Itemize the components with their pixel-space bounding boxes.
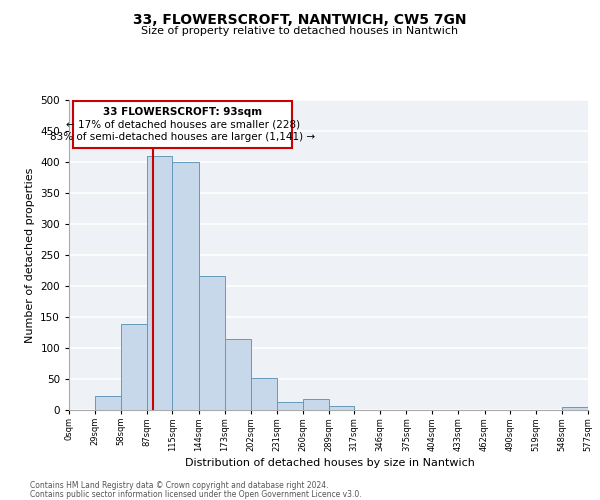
Y-axis label: Number of detached properties: Number of detached properties (25, 168, 35, 342)
Bar (277, 402, 303, 410)
Text: Contains HM Land Registry data © Crown copyright and database right 2024.: Contains HM Land Registry data © Crown c… (30, 481, 329, 490)
FancyBboxPatch shape (73, 101, 292, 148)
Text: 83% of semi-detached houses are larger (1,141) →: 83% of semi-detached houses are larger (… (50, 132, 316, 142)
Text: 33 FLOWERSCROFT: 93sqm: 33 FLOWERSCROFT: 93sqm (103, 108, 262, 118)
Bar (224, 338, 251, 410)
Bar (329, 406, 354, 410)
Text: ← 17% of detached houses are smaller (228): ← 17% of detached houses are smaller (22… (66, 120, 300, 130)
Bar (147, 156, 172, 410)
Bar (199, 276, 224, 410)
Text: Distribution of detached houses by size in Nantwich: Distribution of detached houses by size … (185, 458, 475, 468)
Bar (251, 378, 277, 410)
Text: 33, FLOWERSCROFT, NANTWICH, CW5 7GN: 33, FLOWERSCROFT, NANTWICH, CW5 7GN (133, 12, 467, 26)
Bar (121, 324, 147, 410)
Bar (303, 400, 329, 410)
Bar (95, 396, 121, 410)
Text: Size of property relative to detached houses in Nantwich: Size of property relative to detached ho… (142, 26, 458, 36)
Bar (562, 407, 588, 410)
Text: Contains public sector information licensed under the Open Government Licence v3: Contains public sector information licen… (30, 490, 362, 499)
Bar (172, 162, 199, 410)
